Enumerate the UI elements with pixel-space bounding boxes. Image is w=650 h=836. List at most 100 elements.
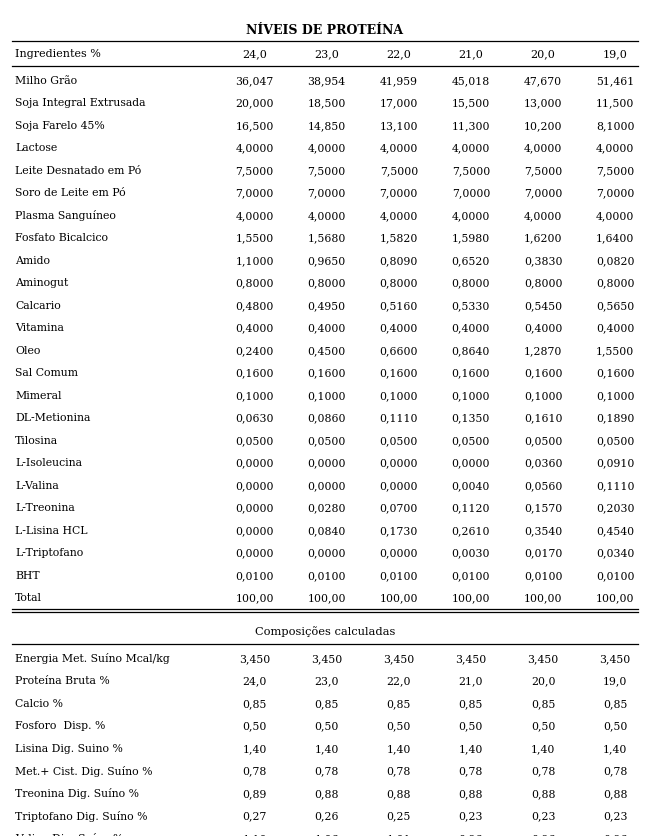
Text: 0,1000: 0,1000 [452,390,490,400]
Text: 1,40: 1,40 [603,744,627,754]
Text: 0,50: 0,50 [387,721,411,732]
Text: 0,0000: 0,0000 [235,503,274,513]
Text: 0,4000: 0,4000 [307,324,346,334]
Text: 24,0: 24,0 [242,676,266,686]
Text: 15,500: 15,500 [452,98,490,108]
Text: 0,4950: 0,4950 [307,301,346,311]
Text: 0,89: 0,89 [242,789,266,799]
Text: 0,88: 0,88 [315,789,339,799]
Text: 0,1120: 0,1120 [452,503,490,513]
Text: 17,000: 17,000 [380,98,418,108]
Text: 10,200: 10,200 [524,120,562,130]
Text: 0,0000: 0,0000 [307,548,346,558]
Text: 47,670: 47,670 [524,76,562,86]
Text: 0,78: 0,78 [315,767,339,777]
Text: 0,0630: 0,0630 [235,413,274,423]
Text: 0,1600: 0,1600 [307,368,346,378]
Text: 1,5980: 1,5980 [452,233,490,243]
Text: 7,0000: 7,0000 [596,188,634,198]
Text: 45,018: 45,018 [452,76,490,86]
Text: 19,0: 19,0 [603,48,628,59]
Text: 0,1600: 0,1600 [452,368,490,378]
Text: 7,5000: 7,5000 [452,166,490,176]
Text: 0,0030: 0,0030 [452,548,490,558]
Text: 0,4540: 0,4540 [596,526,634,536]
Text: 0,78: 0,78 [603,767,627,777]
Text: 0,85: 0,85 [459,699,483,709]
Text: 4,0000: 4,0000 [380,211,418,221]
Text: 19,0: 19,0 [603,676,627,686]
Text: 0,0000: 0,0000 [452,458,490,468]
Text: 14,850: 14,850 [307,120,346,130]
Text: 0,26: 0,26 [315,812,339,822]
Text: 0,4000: 0,4000 [452,324,490,334]
Text: 0,0500: 0,0500 [596,436,634,446]
Text: 20,0: 20,0 [530,48,556,59]
Text: 0,50: 0,50 [459,721,483,732]
Text: 0,0560: 0,0560 [524,481,562,491]
Text: 0,0000: 0,0000 [235,548,274,558]
Text: 0,1730: 0,1730 [380,526,418,536]
Text: Lactose: Lactose [15,143,57,153]
Text: 0,4000: 0,4000 [235,324,274,334]
Text: 1,06: 1,06 [315,834,339,836]
Text: 0,5650: 0,5650 [596,301,634,311]
Text: 4,0000: 4,0000 [452,143,490,153]
Text: 0,0360: 0,0360 [524,458,562,468]
Text: 0,6600: 0,6600 [380,346,418,356]
Text: DL-Metionina: DL-Metionina [15,413,90,423]
Text: Calcio %: Calcio % [15,699,63,709]
Text: 3,450: 3,450 [599,654,631,664]
Text: L-Lisina HCL: L-Lisina HCL [15,526,88,536]
Text: 0,88: 0,88 [603,789,627,799]
Text: 0,4000: 0,4000 [524,324,562,334]
Text: 0,96: 0,96 [531,834,555,836]
Text: 100,00: 100,00 [596,594,634,604]
Text: 0,2400: 0,2400 [235,346,274,356]
Text: 4,0000: 4,0000 [235,143,274,153]
Text: 0,0500: 0,0500 [452,436,490,446]
Text: Tilosina: Tilosina [15,436,58,446]
Text: 0,4000: 0,4000 [380,324,418,334]
Text: 0,0000: 0,0000 [307,481,346,491]
Text: Aminogut: Aminogut [15,278,68,288]
Text: Lisina Dig. Suino %: Lisina Dig. Suino % [15,744,123,754]
Text: 38,954: 38,954 [307,76,346,86]
Text: 1,40: 1,40 [387,744,411,754]
Text: 0,5160: 0,5160 [380,301,418,311]
Text: 13,000: 13,000 [524,98,562,108]
Text: 7,5000: 7,5000 [596,166,634,176]
Text: 0,1600: 0,1600 [380,368,418,378]
Text: Oleo: Oleo [15,346,40,356]
Text: 18,500: 18,500 [307,98,346,108]
Text: Plasma Sanguíneo: Plasma Sanguíneo [15,210,116,222]
Text: 1,1000: 1,1000 [235,256,274,266]
Text: 100,00: 100,00 [235,594,274,604]
Text: 23,0: 23,0 [314,48,339,59]
Text: 7,5000: 7,5000 [380,166,418,176]
Text: L-Treonina: L-Treonina [15,503,75,513]
Text: 23,0: 23,0 [315,676,339,686]
Text: Vitamina: Vitamina [15,324,64,334]
Text: 0,1000: 0,1000 [524,390,562,400]
Text: 4,0000: 4,0000 [524,211,562,221]
Text: 1,2870: 1,2870 [524,346,562,356]
Text: 0,4500: 0,4500 [307,346,346,356]
Text: 0,0340: 0,0340 [596,548,634,558]
Text: 0,0500: 0,0500 [307,436,346,446]
Text: Triptofano Dig. Suíno %: Triptofano Dig. Suíno % [15,811,148,822]
Text: 0,8000: 0,8000 [524,278,562,288]
Text: 0,85: 0,85 [315,699,339,709]
Text: Total: Total [15,594,42,604]
Text: 0,78: 0,78 [387,767,411,777]
Text: 0,8000: 0,8000 [235,278,274,288]
Text: 20,000: 20,000 [235,98,274,108]
Text: 24,0: 24,0 [242,48,267,59]
Text: 8,1000: 8,1000 [596,120,634,130]
Text: 100,00: 100,00 [524,594,562,604]
Text: Valina Dig. Suíno %: Valina Dig. Suíno % [15,833,124,836]
Text: 0,0840: 0,0840 [307,526,346,536]
Text: 0,0100: 0,0100 [452,571,490,581]
Text: 0,23: 0,23 [531,812,555,822]
Text: 0,1000: 0,1000 [307,390,346,400]
